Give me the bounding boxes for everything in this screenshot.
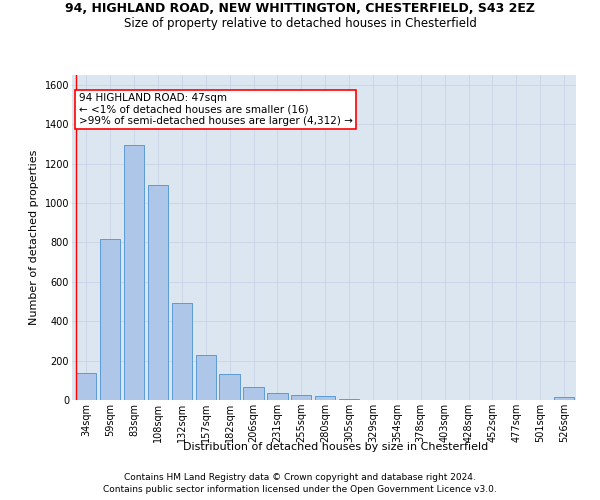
Bar xyxy=(76,374,97,400)
Y-axis label: Number of detached properties: Number of detached properties xyxy=(29,150,39,325)
Bar xyxy=(100,240,121,400)
Bar xyxy=(148,186,168,400)
Bar xyxy=(291,395,311,400)
Text: Size of property relative to detached houses in Chesterfield: Size of property relative to detached ho… xyxy=(124,18,476,30)
Bar xyxy=(244,387,263,400)
Bar xyxy=(124,145,144,400)
Text: 94, HIGHLAND ROAD, NEW WHITTINGTON, CHESTERFIELD, S43 2EZ: 94, HIGHLAND ROAD, NEW WHITTINGTON, CHES… xyxy=(65,2,535,16)
Bar xyxy=(267,392,287,400)
Bar xyxy=(554,397,574,400)
Text: 94 HIGHLAND ROAD: 47sqm
← <1% of detached houses are smaller (16)
>99% of semi-d: 94 HIGHLAND ROAD: 47sqm ← <1% of detache… xyxy=(79,92,352,126)
Text: Contains public sector information licensed under the Open Government Licence v3: Contains public sector information licen… xyxy=(103,485,497,494)
Bar xyxy=(172,302,192,400)
Bar xyxy=(315,396,335,400)
Bar xyxy=(220,374,240,400)
Bar xyxy=(339,399,359,400)
Bar xyxy=(196,354,216,400)
Text: Contains HM Land Registry data © Crown copyright and database right 2024.: Contains HM Land Registry data © Crown c… xyxy=(124,472,476,482)
Text: Distribution of detached houses by size in Chesterfield: Distribution of detached houses by size … xyxy=(184,442,488,452)
